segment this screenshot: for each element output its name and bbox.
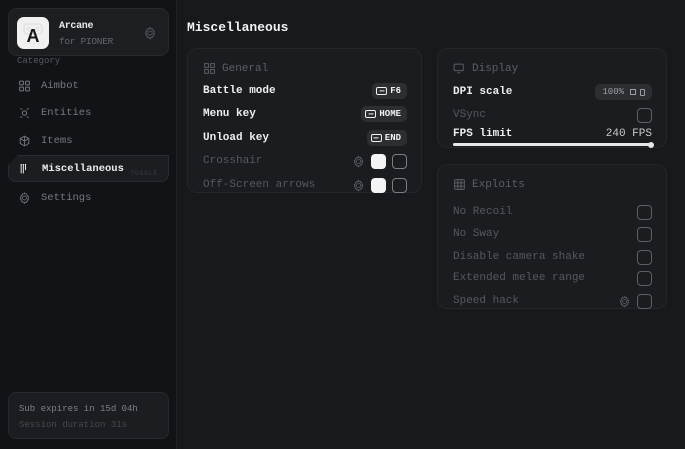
svg-text:A: A xyxy=(27,26,40,46)
